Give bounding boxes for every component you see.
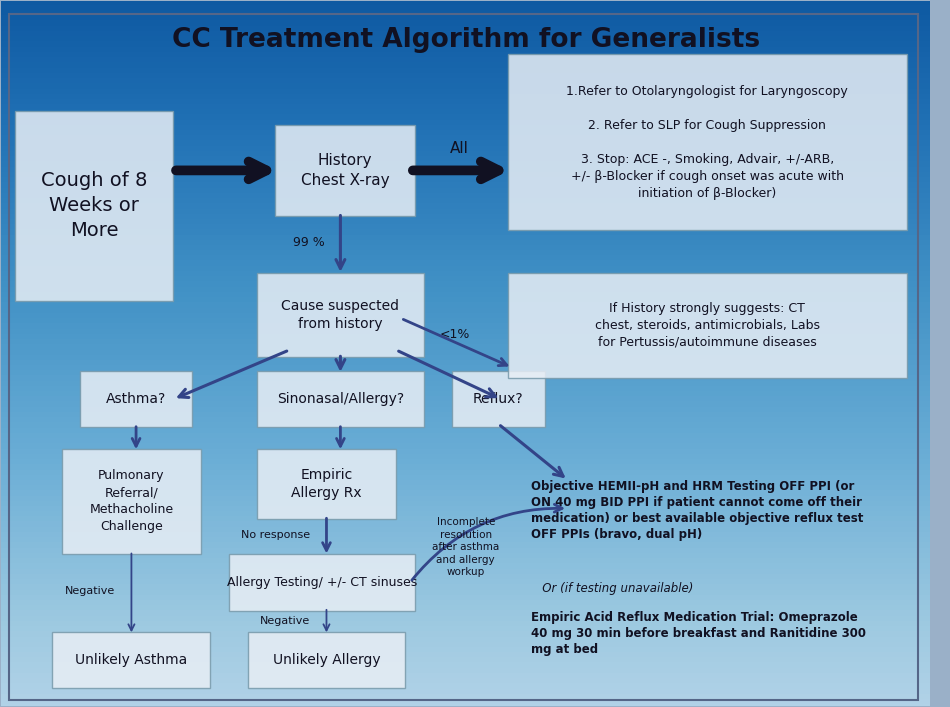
- Text: Unlikely Asthma: Unlikely Asthma: [75, 653, 187, 667]
- FancyBboxPatch shape: [15, 110, 173, 300]
- Text: All: All: [450, 141, 468, 156]
- Text: Cough of 8
Weeks or
More: Cough of 8 Weeks or More: [41, 171, 147, 240]
- Text: Negative: Negative: [65, 586, 115, 596]
- Text: Incomplete
resolution
after asthma
and allergy
workup: Incomplete resolution after asthma and a…: [432, 518, 500, 577]
- Text: Reflux?: Reflux?: [473, 392, 523, 407]
- Text: Empiric Acid Reflux Medication Trial: Omeprazole
40 mg 30 min before breakfast a: Empiric Acid Reflux Medication Trial: Om…: [531, 611, 865, 655]
- Text: No response: No response: [240, 530, 310, 540]
- FancyBboxPatch shape: [507, 272, 907, 378]
- Text: Sinonasal/Allergy?: Sinonasal/Allergy?: [276, 392, 404, 407]
- Text: Cause suspected
from history: Cause suspected from history: [281, 298, 399, 331]
- Text: CC Treatment Algorithm for Generalists: CC Treatment Algorithm for Generalists: [172, 27, 760, 53]
- FancyBboxPatch shape: [507, 54, 907, 230]
- Text: Objective HEMII-pH and HRM Testing OFF PPI (or
ON 40 mg BID PPI if patient canno: Objective HEMII-pH and HRM Testing OFF P…: [531, 480, 864, 542]
- Text: 1.Refer to Otolaryngologist for Laryngoscopy

2. Refer to SLP for Cough Suppress: 1.Refer to Otolaryngologist for Laryngos…: [566, 85, 848, 200]
- Text: Or (if testing unavailable): Or (if testing unavailable): [531, 583, 694, 595]
- Text: Asthma?: Asthma?: [106, 392, 166, 407]
- Text: If History strongly suggests: CT
chest, steroids, antimicrobials, Labs
for Pertu: If History strongly suggests: CT chest, …: [595, 302, 820, 349]
- FancyBboxPatch shape: [256, 272, 424, 357]
- FancyBboxPatch shape: [81, 371, 192, 428]
- FancyBboxPatch shape: [256, 371, 424, 428]
- Text: Empiric
Allergy Rx: Empiric Allergy Rx: [291, 467, 362, 500]
- Text: Unlikely Allergy: Unlikely Allergy: [273, 653, 380, 667]
- Text: <1%: <1%: [440, 328, 470, 341]
- Text: Pulmonary
Referral/
Methacholine
Challenge: Pulmonary Referral/ Methacholine Challen…: [89, 469, 174, 533]
- FancyBboxPatch shape: [248, 631, 406, 688]
- FancyBboxPatch shape: [52, 631, 210, 688]
- Text: Negative: Negative: [259, 616, 310, 626]
- Text: History
Chest X-ray: History Chest X-ray: [301, 153, 389, 188]
- FancyBboxPatch shape: [62, 448, 201, 554]
- Text: Allergy Testing/ +/- CT sinuses: Allergy Testing/ +/- CT sinuses: [227, 576, 417, 589]
- FancyBboxPatch shape: [276, 124, 415, 216]
- FancyBboxPatch shape: [256, 448, 396, 519]
- Text: 99 %: 99 %: [293, 235, 325, 249]
- FancyBboxPatch shape: [229, 554, 415, 611]
- FancyBboxPatch shape: [452, 371, 544, 428]
